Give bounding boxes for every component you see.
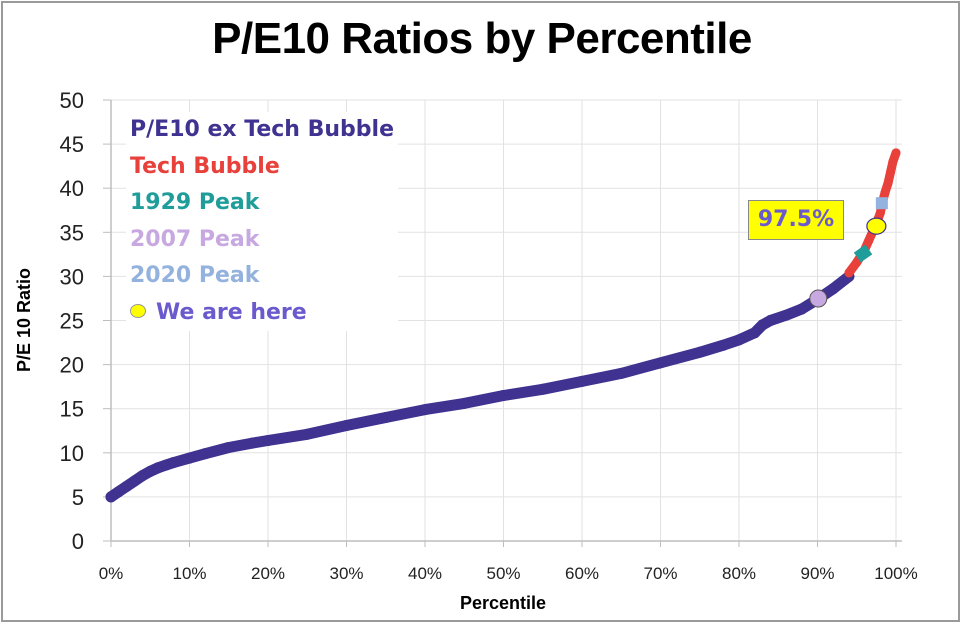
pe10-ex-tech-point <box>655 357 666 369</box>
legend-label: Tech Bubble <box>130 153 280 179</box>
marker-we-are-here <box>866 217 887 235</box>
tech-bubble-point <box>883 178 893 188</box>
pe10-ex-tech-point <box>262 434 274 446</box>
pe10-ex-tech-point <box>733 334 745 346</box>
legend-label: 1929 Peak <box>130 190 260 215</box>
y-tick-label: 5 <box>72 485 84 510</box>
y-tick-label: 30 <box>60 264 84 289</box>
y-tick-label: 20 <box>60 353 84 378</box>
pe10-ex-tech-point <box>749 327 761 339</box>
legend-label: P/E10 ex Tech Bubble <box>130 117 394 142</box>
y-tick-label: 10 <box>60 441 84 466</box>
pe10-ex-tech-point <box>780 309 792 321</box>
legend-item-ex-tech: P/E10 ex Tech Bubble <box>130 112 394 149</box>
marker-1929-peak <box>853 244 873 263</box>
x-tick-label: 70% <box>643 564 677 583</box>
pe10-ex-tech-point <box>419 404 431 416</box>
x-tick-label: 60% <box>565 564 599 583</box>
y-axis-label: P/E 10 Ratio <box>14 268 34 372</box>
x-tick-label: 10% <box>172 564 206 583</box>
marker-2020-peak <box>875 197 888 210</box>
y-tick-label: 15 <box>60 397 84 422</box>
x-tick-label: 30% <box>329 564 363 583</box>
x-tick-label: 0% <box>99 564 124 583</box>
legend: P/E10 ex Tech Bubble Tech Bubble 1929 Pe… <box>126 112 398 331</box>
pe10-ex-tech-point <box>796 303 808 315</box>
tech-bubble-point <box>880 188 890 198</box>
x-axis-label: Percentile <box>460 593 546 613</box>
legend-item-2007-peak: 2007 Peak <box>130 222 394 259</box>
pe10-ex-tech-point <box>694 346 706 358</box>
pe10-ex-tech-point <box>498 389 509 401</box>
chart-title: P/E10 Ratios by Percentile <box>212 14 752 63</box>
tech-bubble-point <box>875 208 885 218</box>
pe10-ex-tech-point <box>341 419 352 431</box>
pe10-ex-tech-point <box>576 375 588 387</box>
legend-label: 2007 Peak <box>130 226 260 252</box>
pe10-ex-tech-point <box>113 486 125 498</box>
pe10-ex-tech-point <box>105 491 117 503</box>
tech-bubble-point <box>886 167 896 177</box>
y-tick-label: 0 <box>72 529 84 554</box>
x-tick-label: 20% <box>251 564 285 583</box>
x-tick-label: 100% <box>874 564 917 583</box>
y-tick-label: 50 <box>60 88 84 113</box>
marker-2007-peak <box>809 289 828 308</box>
tick-labels: 0 5 10 15 20 25 30 35 40 45 50 0% 10% 20% 30% 40% 50% 60%… <box>60 88 918 583</box>
tech-bubble-point <box>864 236 874 246</box>
pe10-ex-tech-point <box>537 383 549 395</box>
yellow-dot-icon <box>130 303 146 318</box>
legend-item-we-are-here: We are here <box>130 295 394 332</box>
pe10-ex-tech-point <box>764 315 776 326</box>
pe10-ex-tech-point <box>380 412 392 424</box>
tech-bubble-point <box>888 157 898 167</box>
data-series <box>105 148 901 503</box>
pe10-ex-tech-point <box>121 480 133 492</box>
pe10-ex-tech-point <box>458 397 470 409</box>
pe10-ex-tech-point <box>615 367 627 379</box>
pe10-ex-tech-point <box>717 339 729 351</box>
axes <box>103 99 902 547</box>
y-tick-label: 25 <box>60 309 84 334</box>
x-tick-label: 40% <box>408 564 442 583</box>
legend-item-tech-bubble: Tech Bubble <box>130 149 394 186</box>
tech-bubble-point <box>844 268 854 278</box>
pe10-ex-tech-point <box>184 452 195 464</box>
peak-markers <box>809 197 888 308</box>
legend-label: We are here <box>156 299 307 325</box>
pe10-ex-tech-point <box>827 283 839 295</box>
pe10-ex-tech-point <box>168 457 180 469</box>
pe10-ex-tech-point <box>129 475 141 487</box>
x-tick-label: 50% <box>486 564 520 583</box>
pe10-ex-tech-point <box>246 437 258 449</box>
y-tick-label: 40 <box>60 176 84 201</box>
tech-bubble-point <box>891 148 901 158</box>
legend-item-1929-peak: 1929 Peak <box>130 185 394 222</box>
x-tick-label: 90% <box>800 564 834 583</box>
pe10-ex-tech-point <box>223 442 235 454</box>
pe10-ex-tech-point <box>199 448 211 460</box>
x-tick-label: 80% <box>722 564 756 583</box>
pe10-ex-tech-point <box>301 428 313 440</box>
y-tick-label: 35 <box>60 220 84 245</box>
legend-item-2020-peak: 2020 Peak <box>130 258 394 295</box>
legend-label: 2020 Peak <box>130 263 260 288</box>
y-tick-label: 45 <box>60 132 84 157</box>
tech-bubble-point <box>852 257 862 267</box>
current-percentile-callout: 97.5% <box>748 200 844 240</box>
